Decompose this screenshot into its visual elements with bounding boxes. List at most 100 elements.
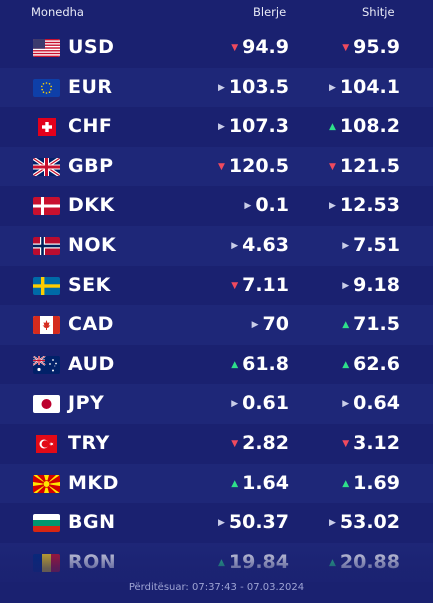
currency-code: MKD [68, 471, 119, 494]
sell-rate: ▶ 9.18 [342, 274, 400, 296]
trend-same-icon: ▶ [342, 399, 350, 410]
trend-down-icon: ▼ [231, 439, 239, 449]
buy-rate-value: 4.63 [242, 234, 289, 256]
sell-rate: ▶ 104.1 [329, 76, 400, 98]
trend-same-icon: ▶ [328, 518, 336, 529]
jp-flag-icon [33, 395, 60, 414]
rate-row-ron: RON ▲ 19.84 ▲ 20.88 [0, 542, 433, 583]
us-flag-icon [33, 39, 60, 57]
trend-up-icon: ▲ [342, 359, 350, 370]
buy-rate: ▶ 103.5 [218, 76, 289, 98]
tr-flag-icon [33, 435, 60, 453]
currency-code: SEK [68, 273, 111, 296]
sell-rate-value: 0.64 [353, 392, 400, 415]
buy-rate: ▼ 2.82 [231, 432, 289, 454]
sell-rate: ▲ 71.5 [342, 313, 400, 335]
buy-rate-value: 103.5 [228, 75, 289, 98]
buy-rate-value: 70 [262, 313, 289, 336]
sell-rate-value: 3.12 [353, 432, 400, 454]
buy-rate-value: 0.61 [242, 392, 289, 415]
sell-rate-value: 53.02 [339, 511, 400, 534]
buy-rate: ▶ 0.1 [244, 194, 289, 216]
sell-rate: ▶ 0.64 [342, 392, 400, 414]
trend-up-icon: ▲ [217, 557, 225, 568]
buy-rate: ▲ 61.8 [231, 353, 289, 375]
buy-rate: ▶ 4.63 [231, 234, 289, 256]
trend-down-icon: ▼ [342, 43, 350, 53]
sell-rate: ▼ 3.12 [342, 432, 400, 454]
gb-flag-icon [33, 157, 60, 176]
sell-rate-value: 95.9 [353, 36, 400, 58]
currency-code: CHF [68, 115, 113, 138]
trend-down-icon: ▼ [328, 161, 336, 172]
sell-rate-value: 9.18 [353, 273, 400, 296]
trend-up-icon: ▲ [231, 478, 239, 489]
rate-row-chf: CHF ▶ 107.3 ▲ 108.2 [0, 107, 433, 147]
buy-rate: ▼ 120.5 [218, 155, 289, 177]
buy-rate-value: 1.64 [242, 471, 289, 494]
dk-flag-icon [33, 197, 60, 216]
mk-flag-icon [33, 474, 60, 493]
currency-column-header: Monedha [31, 5, 84, 19]
rate-row-cad: CAD ▶ 70 ▲ 71.5 [0, 305, 433, 345]
sell-rate-value: 20.88 [339, 550, 400, 573]
buy-rate-value: 2.82 [242, 432, 289, 454]
sell-column-header: Shitje [362, 5, 395, 19]
trend-up-icon: ▲ [328, 557, 336, 568]
trend-same-icon: ▶ [328, 82, 336, 93]
sell-rate-value: 121.5 [339, 154, 400, 177]
buy-rate: ▶ 0.61 [231, 392, 289, 414]
buy-rate: ▶ 107.3 [218, 115, 289, 137]
sell-rate-value: 1.69 [353, 471, 400, 494]
rate-row-bgn: BGN ▶ 50.37 ▶ 53.02 [0, 503, 433, 543]
buy-rate: ▼ 7.11 [231, 274, 289, 296]
se-flag-icon [33, 276, 60, 295]
rate-row-aud: AUD ▲ 61.8 ▲ 62.6 [0, 345, 433, 385]
rate-row-usd: USD ▼ 94.9 ▼ 95.9 [0, 28, 433, 68]
trend-same-icon: ▶ [217, 82, 225, 93]
buy-rate-value: 50.37 [228, 511, 289, 534]
trend-down-icon: ▼ [231, 43, 239, 53]
sell-rate-value: 104.1 [339, 75, 400, 98]
sell-rate: ▲ 1.69 [342, 472, 400, 494]
table-header: Monedha Blerje Shitje [0, 0, 433, 28]
sell-rate: ▲ 62.6 [342, 353, 400, 375]
rate-row-eur: EUR ▶ 103.5 ▶ 104.1 [0, 67, 433, 108]
trend-down-icon: ▼ [342, 439, 350, 449]
sell-rate: ▶ 12.53 [329, 194, 400, 216]
currency-code: RON [68, 550, 117, 573]
trend-same-icon: ▶ [342, 241, 350, 251]
rate-row-mkd: MKD ▲ 1.64 ▲ 1.69 [0, 463, 433, 504]
buy-rate: ▼ 94.9 [231, 36, 289, 58]
ch-flag-icon [33, 118, 60, 137]
trend-same-icon: ▶ [342, 280, 350, 291]
trend-same-icon: ▶ [244, 201, 252, 212]
buy-rate: ▶ 50.37 [218, 511, 289, 533]
bg-flag-icon [33, 514, 60, 533]
au-flag-icon [33, 355, 60, 374]
no-flag-icon [33, 237, 60, 255]
currency-code: USD [68, 36, 115, 58]
eu-flag-icon [33, 78, 60, 97]
sell-rate-value: 7.51 [353, 234, 400, 256]
trend-up-icon: ▲ [342, 320, 350, 331]
rate-row-dkk: DKK ▶ 0.1 ▶ 12.53 [0, 186, 433, 226]
rate-row-gbp: GBP ▼ 120.5 ▼ 121.5 [0, 146, 433, 187]
trend-same-icon: ▶ [217, 122, 225, 133]
buy-rate: ▲ 19.84 [218, 551, 289, 573]
sell-rate: ▲ 108.2 [329, 115, 400, 137]
ro-flag-icon [33, 553, 60, 572]
sell-rate-value: 62.6 [353, 352, 400, 375]
currency-code: EUR [68, 75, 113, 98]
currency-code: TRY [68, 432, 110, 454]
sell-rate: ▼ 121.5 [329, 155, 400, 177]
buy-rate-value: 61.8 [242, 352, 289, 375]
trend-same-icon: ▶ [328, 201, 336, 212]
sell-rate-value: 12.53 [339, 194, 400, 217]
rate-row-sek: SEK ▼ 7.11 ▶ 9.18 [0, 266, 433, 306]
rate-row-nok: NOK ▶ 4.63 ▶ 7.51 [0, 226, 433, 266]
trend-same-icon: ▶ [217, 518, 225, 529]
trend-down-icon: ▼ [217, 161, 225, 172]
currency-code: GBP [68, 154, 114, 177]
sell-rate: ▶ 53.02 [329, 511, 400, 533]
